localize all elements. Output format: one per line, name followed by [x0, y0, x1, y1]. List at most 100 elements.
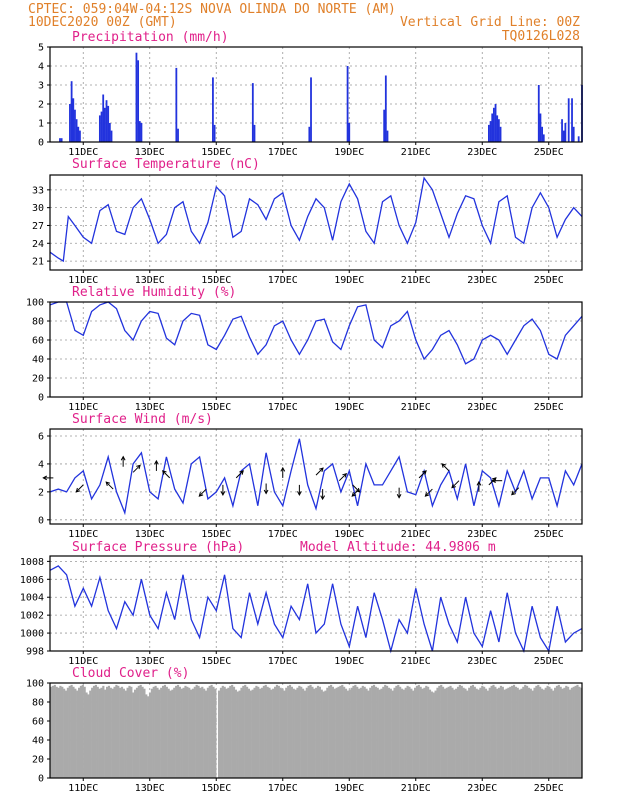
precip-bar — [74, 109, 76, 142]
cloud-bar — [384, 684, 387, 778]
precip-bar — [542, 134, 545, 142]
cloud-bar — [539, 686, 542, 778]
precip-bar — [491, 113, 494, 142]
cloud-bar — [134, 689, 137, 778]
precip-bar — [541, 126, 543, 142]
cloud-bar — [410, 688, 413, 778]
x-tick-label: 15DEC — [201, 147, 231, 158]
cloud-bar — [305, 687, 308, 778]
precip-bar — [577, 136, 580, 142]
cloud-bar — [574, 685, 577, 778]
cloud-bar — [160, 687, 163, 778]
cloud-bar — [173, 687, 176, 778]
cloud-bar — [287, 685, 290, 778]
pressure-panel: Surface Pressure (hPa) Model Altitude: 4… — [20, 540, 583, 667]
cloud-bar — [255, 685, 258, 778]
precip-bar — [251, 83, 254, 142]
cloud-bar — [466, 690, 469, 778]
precip-bar — [499, 126, 502, 142]
wind-arrow-head — [396, 493, 402, 499]
wind-arrow-head — [198, 492, 204, 497]
series-line — [49, 438, 583, 516]
cloud-bar — [540, 688, 544, 778]
cloud-bar — [137, 685, 140, 778]
cloud-bar — [231, 684, 234, 778]
y-tick-label: 1000 — [20, 629, 44, 640]
wind-panel: Surface Wind (m/s) 0 2 4 6 11DEC 13DEC 15DEC 17… — [38, 412, 583, 540]
cloud-bar — [298, 685, 301, 778]
x-tick-label: 17DEC — [268, 275, 298, 286]
precip-bar — [348, 123, 351, 142]
wind-arrow-head — [342, 472, 348, 478]
precip-bar — [492, 107, 495, 142]
precip-bar — [488, 124, 490, 142]
cloud-bar — [188, 687, 191, 778]
y-tick-label: 100 — [26, 298, 44, 309]
cloud-bar — [389, 688, 392, 778]
cloud-bar — [387, 687, 391, 778]
cloud-bar — [415, 685, 419, 778]
precip-bar — [103, 107, 106, 142]
x-tick-label: 23DEC — [467, 656, 497, 667]
cloud-bar — [505, 688, 508, 778]
x-tick-label: 15DEC — [201, 656, 231, 667]
cloud-bar — [395, 685, 398, 778]
cloud-bar — [555, 685, 559, 778]
cloud-bar — [208, 685, 211, 778]
cloud-bar — [100, 687, 103, 778]
cloud-bar — [132, 692, 135, 778]
cloud-bar — [219, 687, 223, 778]
cloud-bar — [350, 687, 353, 778]
precip-bar — [562, 130, 565, 142]
cloud-bar — [473, 686, 476, 778]
cloud-bar — [156, 687, 159, 778]
x-tick-label: 15DEC — [201, 275, 231, 286]
cloud-bar — [578, 686, 581, 778]
wind-arrow-head — [351, 492, 357, 497]
x-tick-label: 11DEC — [68, 147, 98, 158]
cloud-bar — [455, 688, 458, 778]
precip-bar — [175, 67, 178, 142]
cloud-bar — [139, 684, 142, 778]
x-tick-label: 23DEC — [467, 402, 497, 413]
x-tick-label: 25DEC — [534, 147, 564, 158]
cloud-bar — [143, 688, 146, 778]
cloud-bar — [120, 686, 124, 778]
x-tick-label: 17DEC — [268, 783, 298, 794]
cloud-bar — [51, 685, 55, 778]
cloud-bar — [180, 688, 183, 778]
cloud-bar — [66, 687, 69, 778]
x-tick-label: 19DEC — [334, 529, 364, 540]
cloud-bar — [272, 688, 275, 778]
y-tick-label: 4 — [38, 459, 44, 470]
cloud-bar — [391, 690, 394, 778]
precip-bar — [72, 98, 75, 142]
precipitation-title: Precipitation (mm/h) — [72, 30, 229, 45]
x-tick-label: 25DEC — [534, 656, 564, 667]
cloud-bar — [400, 688, 404, 778]
precip-bar — [213, 124, 216, 142]
cloud-bar — [445, 687, 448, 778]
wind-arrow-head — [476, 480, 482, 486]
cloud-bar — [115, 684, 118, 778]
precip-bar — [346, 66, 349, 142]
wind-arrow-head — [320, 495, 326, 501]
wind-arrow — [352, 484, 360, 493]
cloud-bar — [406, 685, 409, 778]
cloud-bar — [106, 686, 109, 778]
cloud-bar — [423, 687, 426, 778]
cloud-bar — [251, 689, 254, 778]
temperature-panel: Surface Temperature (nC) 21 24 27 30 33 11DEC… — [32, 157, 583, 286]
cloud-bar — [378, 689, 381, 778]
cloud-bar — [514, 686, 517, 778]
humidity-title: Relative Humidity (%) — [72, 285, 236, 300]
cloud-bar — [111, 688, 114, 778]
series-line — [49, 565, 583, 654]
cloud-bar — [382, 686, 385, 778]
cloud-bar — [302, 688, 305, 778]
cloud-bar — [432, 692, 435, 778]
y-tick-label: 80 — [32, 698, 44, 709]
temperature-title: Surface Temperature (nC) — [72, 157, 260, 172]
y-tick-label: 4 — [38, 62, 44, 73]
y-tick-label: 24 — [32, 239, 44, 250]
